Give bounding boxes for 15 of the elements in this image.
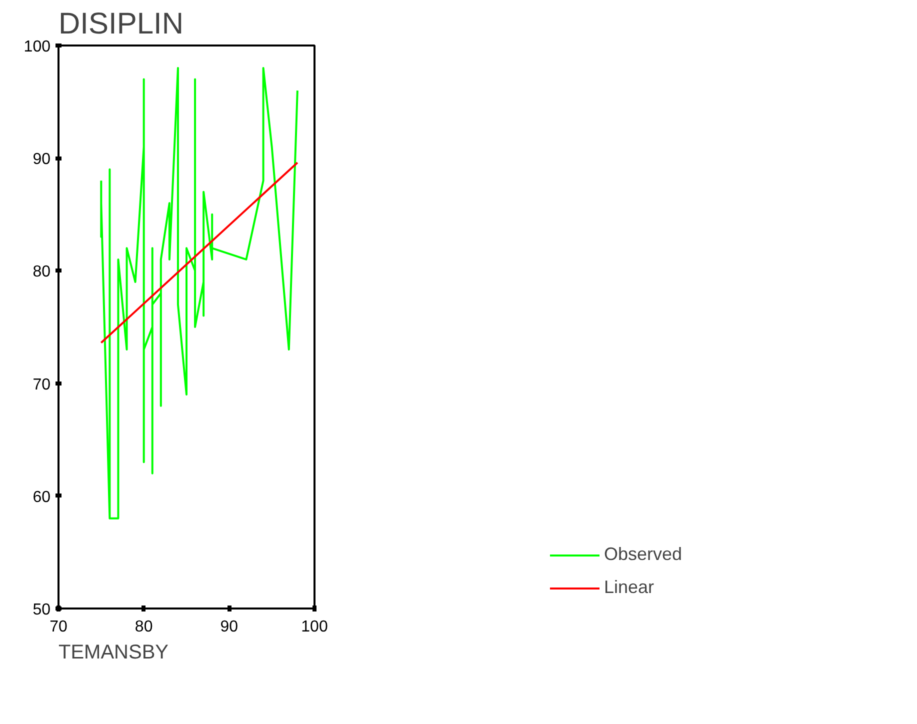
y-tick-label: 50: [32, 602, 51, 618]
y-tick-label: 80: [32, 264, 51, 281]
x-tick-label: 100: [301, 618, 328, 636]
y-tick-label: 60: [32, 488, 51, 506]
y-tick-label: 100: [24, 38, 51, 56]
x-tick-label: 80: [134, 618, 153, 636]
x-tick-label: 90: [220, 618, 238, 636]
y-tick-label: 90: [32, 151, 51, 168]
legend-label: Linear: [604, 577, 654, 598]
x-tick-label: 70: [50, 618, 68, 636]
chart-title: DISIPLIN: [58, 8, 184, 40]
y-tick-label: 70: [32, 376, 51, 394]
legend-label: Observed: [604, 544, 682, 565]
x-axis-title: TEMANSBY: [58, 642, 169, 664]
line-series: [100, 67, 298, 520]
